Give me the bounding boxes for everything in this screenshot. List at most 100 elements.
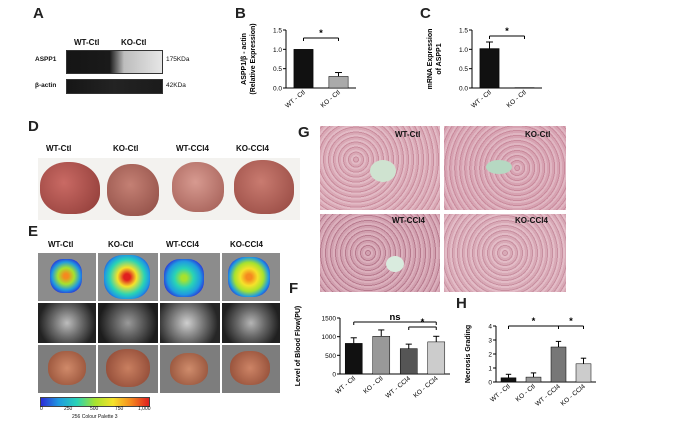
panel-letter-f: F	[289, 280, 299, 297]
y-axis-label: (Relative Expression)	[250, 23, 257, 94]
bar	[500, 377, 517, 383]
bar	[372, 336, 391, 375]
flow-gray-wt-ctl	[38, 303, 96, 343]
x-tick-label: KO - Ctl	[320, 89, 343, 110]
y-axis-label: of ASPP1	[436, 43, 443, 74]
histology-wt-ctl	[320, 126, 440, 210]
blot-row-aspp1: ASPP1	[35, 56, 57, 63]
x-tick-label: KO - Ctl	[515, 383, 538, 404]
x-tick-label: KO - CCl4	[560, 383, 587, 408]
liver-label-wt-ctl: WT-Ctl	[46, 144, 72, 153]
bar	[344, 343, 363, 375]
y-tick-label: 4	[488, 324, 492, 331]
flow-heatmap-wt-ccl4	[160, 253, 220, 301]
bar	[575, 363, 592, 383]
significance-label: *	[532, 316, 536, 327]
panel-letter-a: A	[33, 5, 44, 22]
histology-label-wt-ctl: WT-Ctl	[395, 130, 421, 139]
histology-ko-ccl4	[444, 214, 566, 292]
flow-colorbar-ticks: 0 250 500 750 1,000	[40, 406, 151, 414]
blot-col-wt: WT-Ctl	[74, 38, 100, 47]
colorbar-tick: 750	[115, 406, 124, 412]
bar	[427, 341, 446, 375]
panel-letter-g: G	[298, 124, 310, 141]
histology-label-wt-ccl4: WT-CCl4	[392, 216, 425, 225]
flow-photo-ko-ctl	[98, 345, 158, 393]
y-tick-label: 500	[325, 353, 336, 360]
blot-col-ko: KO-Ctl	[121, 38, 147, 47]
chart-f: 0 500 1000 1500 Level of Blood Flow(PU) WT - …	[295, 306, 450, 400]
y-tick-label: 3	[488, 338, 492, 345]
flow-photo-wt-ctl	[38, 345, 96, 393]
bar	[550, 346, 567, 383]
flow-heatmap-ko-ccl4	[222, 253, 280, 301]
x-tick-label: KO - CCl4	[412, 375, 439, 400]
panel-letter-b: B	[235, 5, 246, 22]
flow-gray-wt-ccl4	[160, 303, 220, 343]
y-tick-label: 1	[488, 366, 492, 373]
histology-ko-ctl	[444, 126, 566, 210]
y-axis-label: mRNA Expression	[427, 29, 434, 90]
liver-wt-ccl4	[172, 162, 224, 212]
bar	[328, 76, 349, 89]
x-tick-label: WT - Ctl	[489, 383, 512, 404]
y-tick-label: 0.0	[273, 86, 282, 93]
blot-band-actin	[66, 79, 163, 94]
y-tick-label: 1.5	[273, 28, 282, 35]
blot-band-aspp1	[66, 50, 163, 74]
histology-label-ko-ccl4: KO-CCl4	[515, 216, 548, 225]
histology-label-ko-ctl: KO-Ctl	[525, 130, 551, 139]
y-tick-label: 0.5	[459, 66, 468, 73]
significance-label: *	[505, 26, 509, 37]
bar	[525, 376, 542, 383]
flow-label-ko-ctl: KO-Ctl	[108, 240, 134, 249]
flow-gray-ko-ccl4	[222, 303, 280, 343]
y-tick-label: 0.0	[459, 86, 468, 93]
y-tick-label: 1.0	[459, 47, 468, 54]
colorbar-tick: 500	[90, 406, 99, 412]
significance-label: *	[319, 28, 323, 39]
y-axis-label: ASPP1/β - actin	[241, 33, 248, 85]
x-tick-label: WT - Ctl	[470, 89, 493, 110]
liver-label-ko-ccl4: KO-CCl4	[236, 144, 269, 153]
colorbar-tick: 0	[40, 406, 43, 412]
flow-label-wt-ctl: WT-Ctl	[48, 240, 74, 249]
x-tick-label: WT - Ctl	[334, 375, 357, 396]
liver-label-ko-ctl: KO-Ctl	[113, 144, 139, 153]
flow-label-wt-ccl4: WT-CCl4	[166, 240, 199, 249]
chart-c: 0.0 0.5 1.0 1.5 mRNA Expression of ASPP1 WT - …	[427, 26, 542, 110]
significance-label: *	[569, 316, 573, 327]
colorbar-caption: 256 Colour Palette 3	[72, 414, 118, 420]
y-tick-label: 1000	[322, 334, 337, 341]
y-tick-label: 1500	[322, 316, 337, 323]
y-tick-label: 0	[332, 372, 336, 379]
colorbar-tick: 250	[64, 406, 73, 412]
flow-photo-wt-ccl4	[160, 345, 220, 393]
panel-letter-e: E	[28, 223, 39, 240]
liver-ko-ccl4	[234, 160, 294, 214]
y-tick-label: 0.5	[273, 66, 282, 73]
y-tick-label: 2	[488, 352, 492, 359]
flow-heatmap-ko-ctl	[98, 253, 158, 301]
flow-gray-ko-ctl	[98, 303, 158, 343]
blot-size-aspp1: 175KDa	[166, 56, 190, 63]
histology-wt-ccl4	[320, 214, 440, 292]
liver-ko-ctl	[107, 164, 159, 216]
y-tick-label: 1.0	[273, 47, 282, 54]
bar	[479, 48, 500, 89]
liver-wt-ctl	[40, 162, 100, 214]
liver-label-wt-ccl4: WT-CCl4	[176, 144, 209, 153]
blot-size-actin: 42KDa	[166, 82, 186, 89]
x-tick-label: KO - Ctl	[506, 89, 529, 110]
flow-photo-ko-ccl4	[222, 345, 280, 393]
x-tick-label: WT - CCl4	[384, 375, 412, 400]
y-axis-label: Necrosis Grading	[465, 325, 472, 383]
x-tick-label: WT - Ctl	[284, 89, 307, 110]
panel-letter-d: D	[28, 118, 39, 135]
flow-heatmap-wt-ctl	[38, 253, 96, 301]
x-tick-label: WT - CCl4	[534, 383, 562, 408]
flow-colorbar	[40, 397, 150, 407]
panel-letter-c: C	[420, 5, 431, 22]
blot-row-actin: β-actin	[35, 82, 57, 89]
chart-b: 0.0 0.5 1.0 1.5 ASPP1/β - actin (Relative Exp…	[241, 23, 356, 110]
